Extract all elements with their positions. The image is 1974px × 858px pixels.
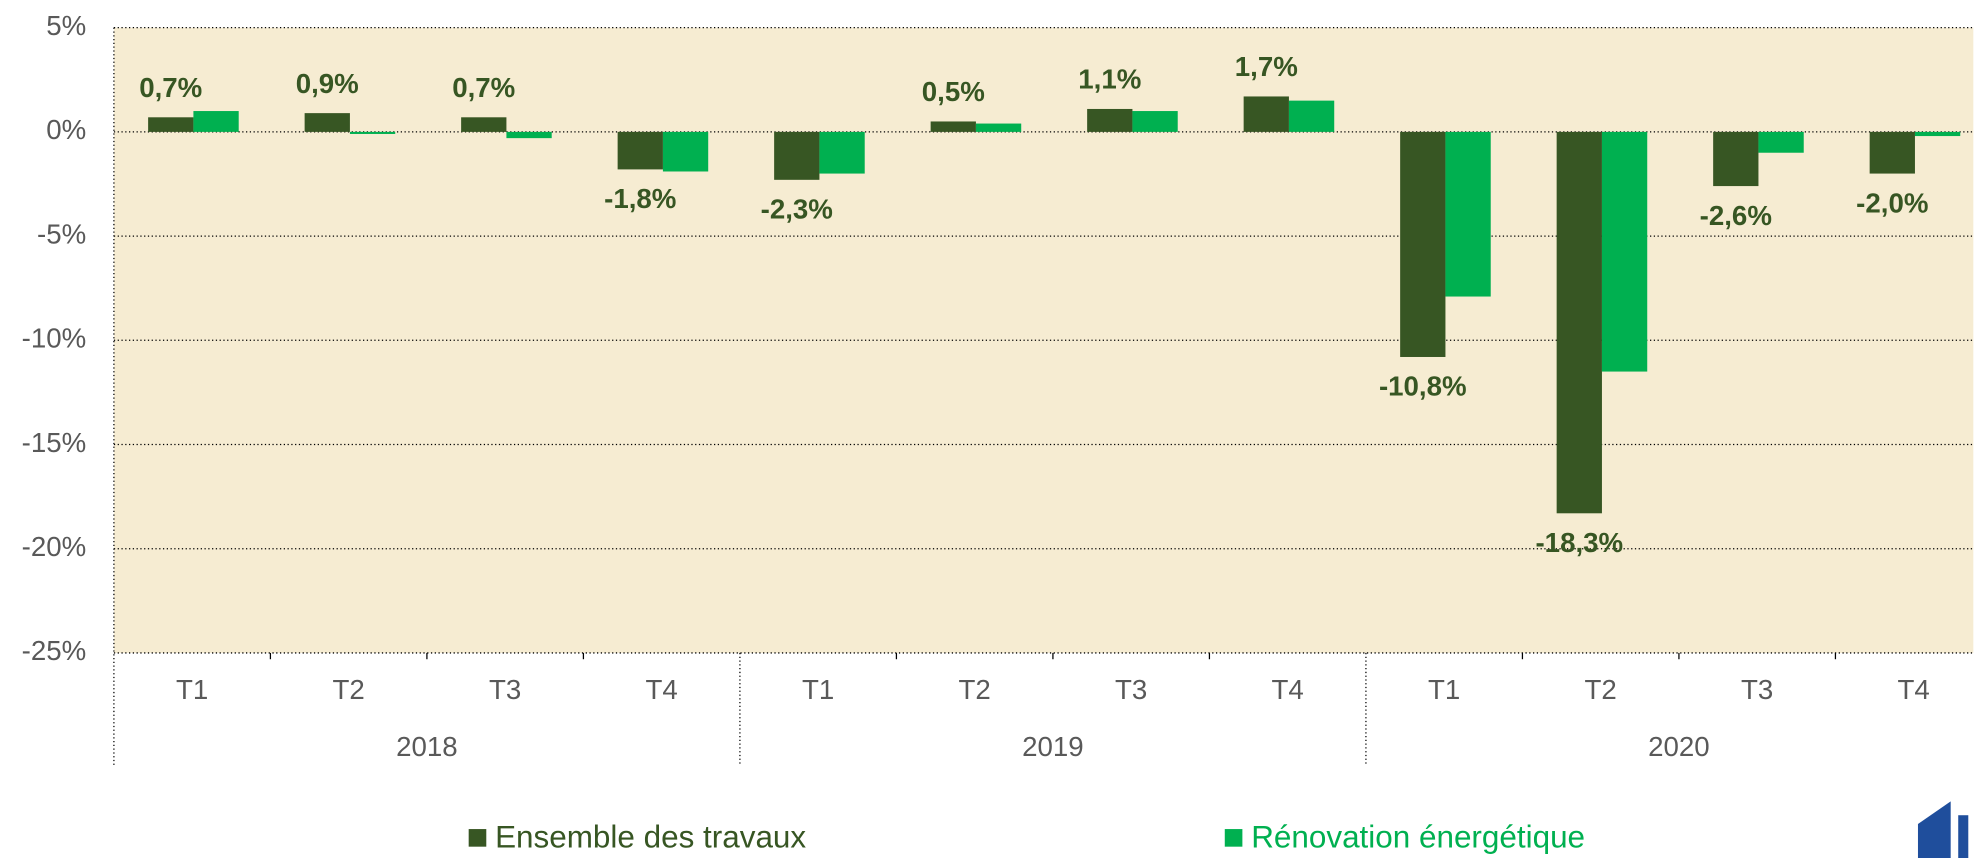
x-tick-label: T2 (333, 674, 365, 705)
x-tick-label: T4 (1272, 674, 1304, 705)
bar (1445, 131, 1491, 297)
legend-label: Ensemble des travaux (495, 819, 806, 854)
x-tick-label: T3 (1741, 674, 1773, 705)
x-tick-label: T2 (1585, 674, 1617, 705)
x-tick-label: T4 (646, 674, 678, 705)
group-label: 2020 (1648, 731, 1710, 762)
legend-label: Rénovation énergétique (1251, 819, 1585, 854)
bar (193, 111, 239, 132)
data-label: -1,8% (604, 183, 676, 214)
y-tick-label: -20% (22, 531, 87, 562)
bar (1914, 131, 1961, 137)
bar (930, 121, 976, 132)
bar (1400, 131, 1446, 357)
x-tick-label: T3 (489, 674, 521, 705)
data-label: 1,7% (1235, 51, 1298, 82)
x-tick-label: T1 (802, 674, 834, 705)
data-label: 0,7% (452, 72, 515, 103)
bar (1243, 96, 1289, 132)
bar (506, 131, 552, 139)
y-tick-label: 0% (46, 114, 86, 145)
y-tick-label: -15% (22, 427, 87, 458)
y-tick-label: -25% (22, 635, 87, 666)
data-label: -2,3% (761, 194, 833, 225)
bar (1132, 111, 1178, 132)
x-tick-label: T4 (1898, 674, 1930, 705)
bar (1758, 131, 1804, 153)
bar (975, 123, 1022, 132)
bar (819, 131, 865, 174)
bar (617, 131, 663, 170)
bar (148, 117, 194, 132)
bar (662, 131, 709, 172)
legend-swatch (468, 829, 487, 847)
legend-swatch (1224, 829, 1243, 847)
data-label: 0,7% (139, 72, 202, 103)
bar (304, 113, 350, 132)
x-tick-label: T3 (1115, 674, 1147, 705)
data-label: -2,0% (1856, 187, 1928, 218)
bar (349, 131, 396, 134)
bar (1556, 131, 1602, 514)
y-tick-label: -10% (22, 323, 87, 354)
bar (1869, 131, 1915, 174)
data-label: 0,9% (296, 68, 359, 99)
data-label: 1,1% (1078, 64, 1141, 95)
logo (1917, 801, 1969, 858)
bar (1288, 100, 1335, 132)
x-tick-label: T1 (176, 674, 208, 705)
bar (1087, 108, 1133, 132)
data-label: -2,6% (1700, 200, 1772, 231)
data-label: -18,3% (1535, 527, 1623, 558)
plot-background (113, 27, 1974, 653)
bar (1713, 131, 1759, 187)
bar (774, 131, 820, 180)
data-label: -10,8% (1379, 371, 1467, 402)
data-label: 0,5% (922, 76, 985, 107)
x-tick-label: T1 (1428, 674, 1460, 705)
group-label: 2019 (1022, 731, 1084, 762)
bar (1601, 131, 1648, 372)
y-tick-label: 5% (46, 10, 86, 41)
group-label: 2018 (396, 731, 458, 762)
x-tick-label: T2 (959, 674, 991, 705)
y-tick-label: -5% (37, 218, 86, 249)
bar (461, 117, 507, 132)
plot: 0,7% 0,9% 0,7% -1,8% -2,3% 0,5% 1,1% 1,7% -10,8%… (113, 27, 1974, 654)
